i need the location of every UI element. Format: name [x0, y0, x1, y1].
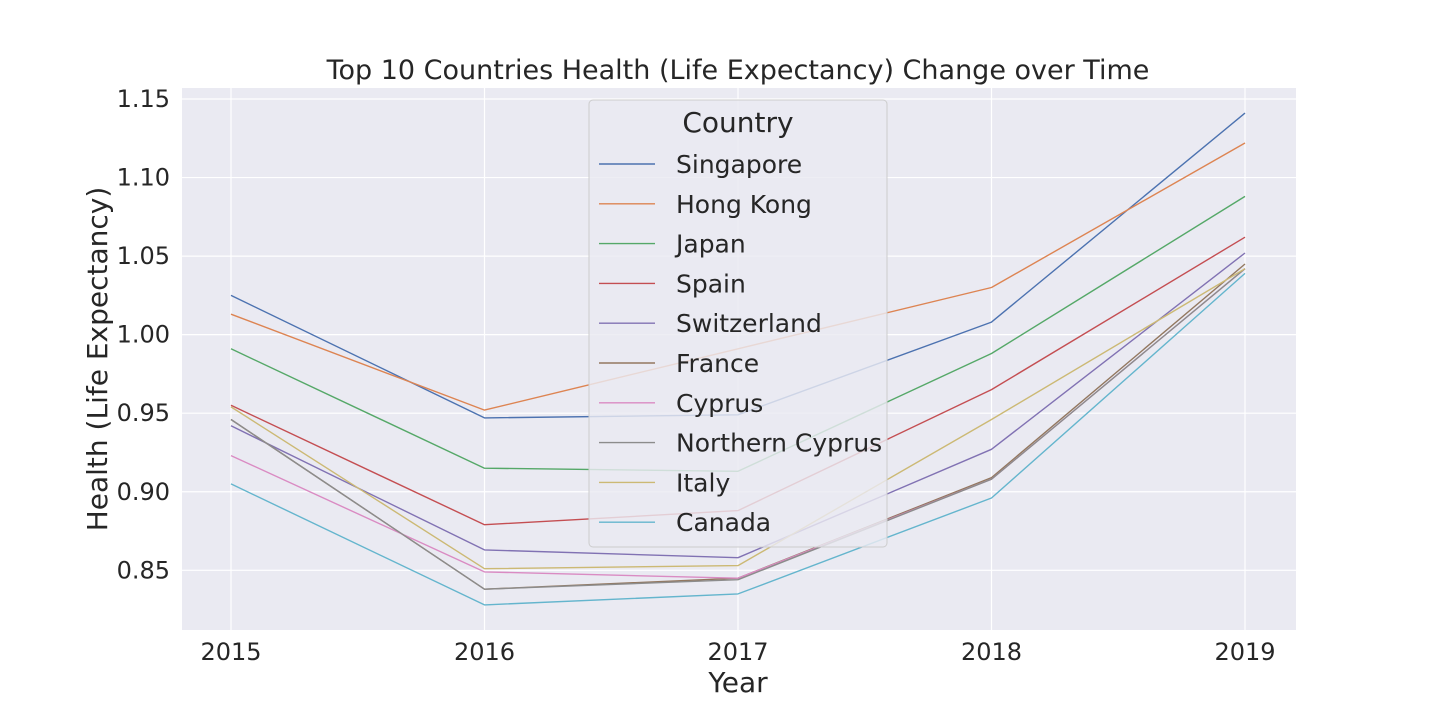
legend-label-italy: Italy: [676, 468, 730, 497]
x-tick-label: 2017: [707, 638, 768, 666]
y-tick-label: 0.95: [117, 399, 170, 427]
x-tick-label: 2016: [454, 638, 515, 666]
legend-box: [588, 99, 888, 548]
series-line-northern-cyprus: [230, 268, 1246, 590]
legend-label-northern-cyprus: Northern Cyprus: [676, 429, 882, 458]
x-tick-label: 2019: [1214, 638, 1275, 666]
y-tick-label: 1.15: [117, 85, 170, 113]
x-axis-label: Year: [707, 666, 768, 699]
y-tick-label: 0.90: [117, 478, 170, 506]
legend-label-spain: Spain: [676, 269, 746, 298]
y-tick-labels: 0.85 0.90 0.95 1.00 1.05 1.10 1.15: [117, 85, 170, 584]
chart-title: Top 10 Countries Health (Life Expectancy…: [326, 55, 1150, 86]
legend-label-canada: Canada: [676, 508, 771, 537]
series-line-italy: [230, 268, 1246, 570]
y-tick-label: 1.00: [117, 321, 170, 349]
legend: Country Singapore Hong Kong Japan Spain Swit…: [588, 99, 888, 548]
legend-label-france: France: [676, 349, 759, 378]
series-line-switzerland: [230, 252, 1246, 559]
y-axis-label: Health (Life Expectancy): [81, 187, 114, 532]
legend-label-cyprus: Cyprus: [676, 389, 763, 418]
y-tick-label: 1.05: [117, 242, 170, 270]
y-tick-label: 1.10: [117, 164, 170, 192]
y-tick-label: 0.85: [117, 556, 170, 584]
series-line-canada: [230, 272, 1246, 606]
legend-label-hong-kong: Hong Kong: [676, 190, 812, 219]
legend-label-switzerland: Switzerland: [676, 309, 822, 338]
legend-items: Singapore Hong Kong Japan Spain Switzerland F…: [599, 150, 882, 537]
x-tick-label: 2015: [200, 638, 261, 666]
x-tick-label: 2018: [961, 638, 1022, 666]
legend-label-japan: Japan: [674, 230, 746, 259]
legend-label-singapore: Singapore: [676, 150, 802, 179]
legend-title: Country: [682, 106, 793, 139]
x-tick-labels: 2015 2016 2017 2018 2019: [200, 638, 1275, 666]
